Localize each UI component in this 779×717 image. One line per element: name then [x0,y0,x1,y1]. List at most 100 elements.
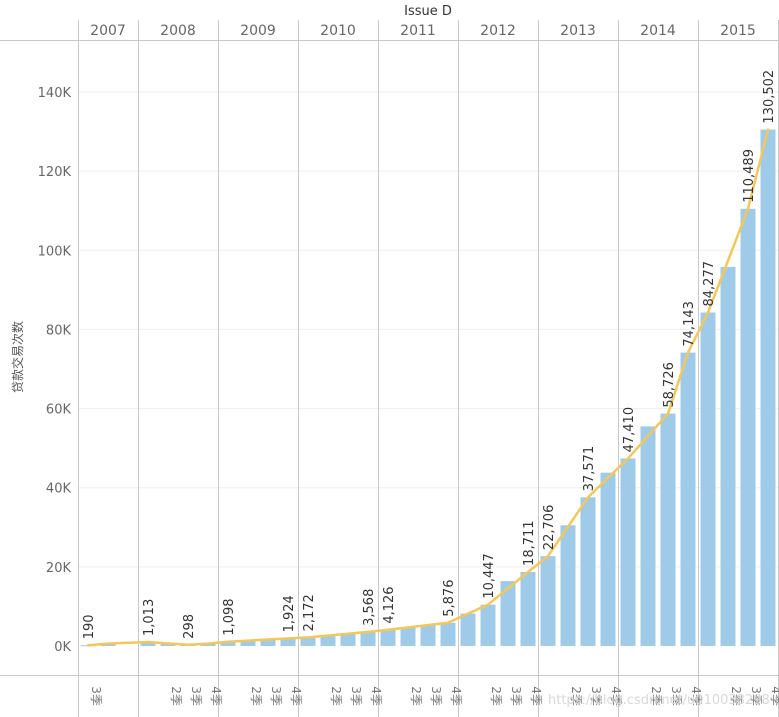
data-label: 298 [182,614,197,639]
quarter-label: 4季 [369,686,383,706]
bar [760,129,776,646]
quarter-label: 2季 [409,686,423,706]
quarter-label: 3季 [429,686,443,706]
quarter-label: 3季 [749,686,763,706]
y-tick-label: 0K [54,640,71,655]
quarter-label: 3季 [669,686,683,706]
year-header: 2013 [560,23,596,39]
year-header: 2008 [160,23,196,39]
bar [740,208,756,646]
quarter-label: 2季 [169,686,183,706]
bar [280,638,296,646]
data-label: 47,410 [622,407,637,453]
trend-line [86,128,770,647]
bar [540,556,556,646]
quarter-label: 4季 [689,686,703,706]
y-tick-label: 60K [46,403,72,418]
bar [320,635,336,646]
bar [520,571,536,646]
bar [480,604,496,646]
quarter-label: 2季 [329,686,343,706]
quarter-label: 2季 [569,686,583,706]
quarter-label: 3季 [269,686,283,706]
bar [140,641,156,646]
data-label: 37,571 [582,446,597,492]
gridlines [78,91,778,568]
quarter-label: 3季 [509,686,523,706]
year-header: 2014 [640,23,676,39]
data-label: 4,126 [382,586,397,623]
bar [560,525,576,646]
bar [580,497,596,646]
quarter-label: 3季 [89,686,103,706]
y-axis-ticks: 0K 20K 40K 60K 80K 100K 120K 140K [38,86,72,655]
bar [440,622,456,646]
data-label: 5,876 [442,580,457,617]
bar [380,629,396,646]
quarter-label: 4季 [529,686,543,706]
quarter-label: 4季 [449,686,463,706]
data-label: 1,013 [142,599,157,636]
year-header: 2012 [480,23,516,39]
bar [400,627,416,646]
quarter-label: 2季 [649,686,663,706]
y-tick-label: 40K [46,482,72,497]
bar [220,641,236,646]
bar [600,472,616,646]
year-header: 2009 [240,23,276,39]
bar [680,352,696,646]
bar [700,312,716,646]
y-tick-label: 80K [46,323,72,338]
bar [640,426,656,646]
bar [340,633,356,646]
y-tick-label: 20K [46,561,72,576]
bar [160,643,176,646]
quarter-label: 4季 [289,686,303,706]
y-tick-label: 140K [38,86,72,101]
data-label: 2,172 [302,594,317,631]
bar [360,631,376,646]
chart-title: Issue D [404,4,452,19]
quarter-label: 4季 [609,686,623,706]
data-label: 3,568 [362,589,377,626]
bar [260,640,276,646]
data-label: 22,706 [542,505,557,551]
quarter-label: 3季 [189,686,203,706]
year-header: 2011 [400,23,436,39]
data-label: 74,143 [682,301,697,347]
data-label: 1,098 [222,598,237,635]
year-header: 2010 [320,23,356,39]
bars [80,129,776,647]
data-label: 110,489 [742,149,757,203]
data-label: 58,726 [662,362,677,408]
data-label: 10,447 [482,553,497,599]
data-label: 190 [82,614,97,639]
watermark: https://blog.csdn.net/u010038298 [548,693,770,708]
y-tick-label: 120K [38,165,72,180]
quarter-label: 2季 [249,686,263,706]
quarter-labels: 3季 2季 3季 4季 2季 3季 4季 2季 3季 4季 2季 3季 4季 2季 3季 4季 2季 3季 4季 2季… [89,686,779,706]
quarter-label: 2季 [729,686,743,706]
data-label: 130,502 [762,70,777,124]
quarter-label: 4季 [209,686,223,706]
trend-line-group [86,128,770,647]
data-label: 84,277 [702,261,717,307]
quarter-label: 3季 [349,686,363,706]
quarter-label: 3季 [589,686,603,706]
bar [500,581,516,646]
y-tick-label: 100K [38,244,72,259]
quarter-label: 2季 [489,686,503,706]
data-label: 1,924 [282,595,297,632]
bar [660,413,676,646]
bar [460,613,476,646]
y-axis-label: 贷款交易次数 [10,321,25,393]
quarter-label: 4季 [769,686,779,706]
bar [240,641,256,646]
year-header: 2015 [720,23,756,39]
bar [720,266,736,646]
year-headers: 2007 2008 2009 2010 2011 2012 2013 2014 2015 [90,23,756,39]
data-labels: 190 1,013 298 1,098 1,924 2,172 3,568 4,126 5,87… [82,70,777,639]
bar [620,458,636,646]
bar [300,637,316,646]
